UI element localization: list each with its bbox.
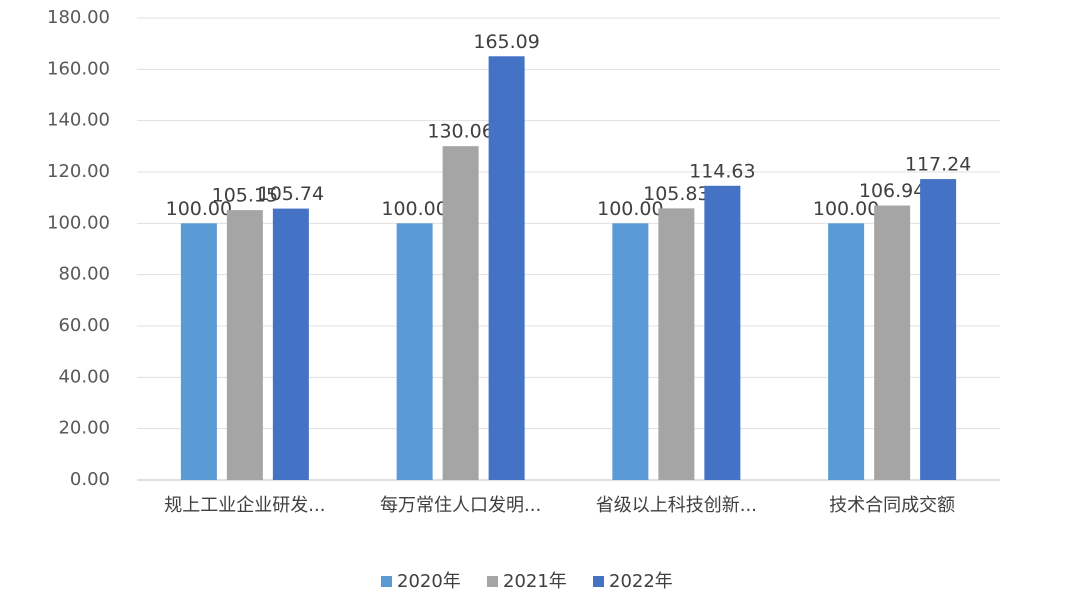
x-tick-label: 省级以上科技创新...: [596, 495, 757, 516]
bar: [396, 223, 433, 481]
bar: [658, 208, 695, 480]
value-label: 114.63: [689, 160, 755, 182]
y-tick-label: 160.00: [47, 58, 110, 79]
legend-swatch: [487, 576, 498, 587]
y-tick-label: 140.00: [47, 110, 110, 131]
y-tick-label: 0.00: [70, 469, 110, 490]
value-label: 105.83: [643, 183, 709, 205]
y-tick-label: 80.00: [58, 264, 110, 285]
x-tick-label: 每万常住人口发明...: [380, 495, 541, 516]
x-tick-label: 技术合同成交额: [829, 495, 955, 516]
bar: [272, 208, 309, 481]
legend-swatch: [381, 576, 392, 587]
y-tick-label: 120.00: [47, 161, 110, 182]
value-label: 105.15: [212, 185, 278, 207]
value-label: 100.00: [813, 198, 879, 220]
bar: [828, 223, 865, 481]
value-label: 117.24: [905, 154, 971, 176]
bar: [488, 56, 525, 480]
bar: [180, 223, 217, 481]
value-label: 165.09: [473, 31, 539, 53]
y-tick-label: 40.00: [58, 366, 110, 387]
x-tick-label: 规上工业企业研发...: [164, 495, 325, 516]
value-label: 106.94: [859, 180, 925, 202]
bar: [920, 179, 957, 481]
value-label: 100.00: [166, 198, 232, 220]
legend-swatch: [593, 576, 604, 587]
legend-label: 2020年: [397, 571, 461, 592]
bar: [612, 223, 649, 481]
bar: [874, 205, 911, 480]
y-tick-label: 100.00: [47, 212, 110, 233]
value-label: 100.00: [597, 198, 663, 220]
bar: [226, 210, 263, 481]
y-tick-label: 180.00: [47, 7, 110, 28]
value-label: 100.00: [381, 198, 447, 220]
y-tick-label: 20.00: [58, 418, 110, 439]
value-label: 130.06: [427, 121, 493, 143]
value-label: 105.74: [258, 183, 324, 205]
legend-label: 2022年: [609, 571, 673, 592]
y-tick-label: 60.00: [58, 315, 110, 336]
legend-label: 2021年: [503, 571, 567, 592]
bar: [442, 146, 479, 481]
bar: [704, 185, 741, 480]
